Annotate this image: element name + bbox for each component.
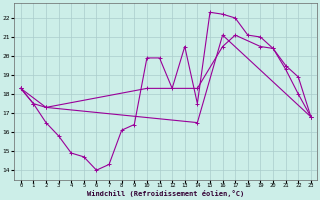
X-axis label: Windchill (Refroidissement éolien,°C): Windchill (Refroidissement éolien,°C) — [87, 190, 244, 197]
